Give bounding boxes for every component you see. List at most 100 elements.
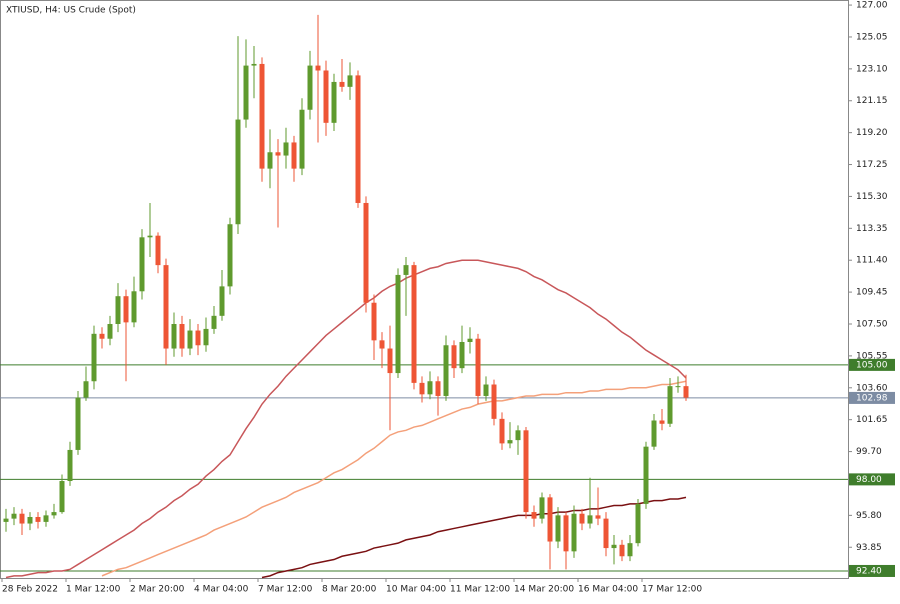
candle-body <box>443 345 449 396</box>
moving-average <box>261 496 687 579</box>
candle-body <box>683 386 689 398</box>
candle-body <box>331 81 337 123</box>
y-tick-label: 115.30 <box>856 192 888 202</box>
candle-body <box>195 330 201 346</box>
candle-body <box>323 70 329 123</box>
candle-body <box>51 512 57 516</box>
y-tick-label: 101.65 <box>856 415 888 425</box>
x-tick-label: 28 Feb 2022 <box>2 585 58 595</box>
candle-body <box>635 503 641 544</box>
candle-body <box>627 543 633 557</box>
candle-body <box>275 152 281 156</box>
candle-body <box>27 516 33 524</box>
moving-average <box>101 380 687 577</box>
candle-body <box>459 341 465 369</box>
x-tick-label: 2 Mar 20:00 <box>130 585 185 595</box>
candle-body <box>347 75 353 87</box>
plot-frame <box>0 0 849 579</box>
candle-body <box>139 237 145 292</box>
candle-body <box>371 302 377 341</box>
candle-body <box>451 345 457 369</box>
candle-body <box>291 142 297 169</box>
candle-body <box>299 109 305 169</box>
x-tick-label: 16 Mar 04:00 <box>578 585 638 595</box>
candle-body <box>163 265 169 349</box>
candle-body <box>411 265 417 383</box>
level-label: 98.00 <box>856 475 882 485</box>
level-label: 102.98 <box>856 393 888 403</box>
candle-body <box>171 324 177 349</box>
candle-body <box>219 286 225 316</box>
y-tick-label: 125.05 <box>856 32 888 42</box>
candle-body <box>211 315 217 329</box>
level-label: 105.00 <box>856 360 888 370</box>
candle-body <box>395 274 401 374</box>
candle-body <box>283 142 289 156</box>
y-tick-label: 93.85 <box>856 543 882 553</box>
y-tick-label: 123.10 <box>856 64 888 74</box>
y-tick-label: 113.35 <box>856 224 888 234</box>
candle-body <box>227 224 233 287</box>
level-tag <box>849 564 895 577</box>
y-tick-label: 117.25 <box>856 160 888 170</box>
candle-body <box>651 420 657 447</box>
candle-body <box>259 63 265 169</box>
candle-body <box>187 330 193 349</box>
candle-body <box>115 296 121 325</box>
candle-body <box>547 497 553 542</box>
candle-body <box>387 348 393 374</box>
y-tick-label: 95.80 <box>856 511 882 521</box>
y-tick-label: 111.40 <box>856 256 888 266</box>
y-tick-label: 119.20 <box>856 128 888 138</box>
candle-body <box>619 544 625 557</box>
candle-body <box>403 265 409 275</box>
candle-body <box>339 81 345 87</box>
candle-body <box>3 518 9 522</box>
candle-body <box>131 291 137 323</box>
candle-body <box>203 328 209 346</box>
candle-body <box>667 386 673 424</box>
candle-body <box>19 513 25 524</box>
x-tick-label: 7 Mar 12:00 <box>258 585 313 595</box>
x-tick-label: 1 Mar 12:00 <box>66 585 121 595</box>
candle-body <box>491 384 497 419</box>
y-tick-label: 109.45 <box>856 288 888 298</box>
candle-body <box>595 515 601 519</box>
candle-body <box>587 515 593 524</box>
candle-body <box>123 296 129 323</box>
candle-body <box>475 338 481 396</box>
candle-body <box>379 340 385 349</box>
y-tick-label: 127.00 <box>856 1 888 11</box>
candle-body <box>603 518 609 549</box>
candle-body <box>155 235 161 266</box>
level-tag <box>849 358 895 371</box>
x-tick-label: 17 Mar 12:00 <box>642 585 702 595</box>
candle-body <box>267 152 273 169</box>
candle-body <box>11 513 17 519</box>
candle-body <box>179 324 185 349</box>
moving-average <box>5 259 687 579</box>
candle-body <box>539 497 545 519</box>
candle-body <box>363 202 369 303</box>
candle-body <box>235 119 241 225</box>
level-tag <box>849 473 895 486</box>
candle-body <box>499 418 505 444</box>
candle-body <box>467 338 473 342</box>
candle-body <box>99 333 105 339</box>
candle-body <box>59 481 65 513</box>
chart-title: XTIUSD, H4: US Crude (Spot) <box>6 6 136 16</box>
candle-body <box>435 381 441 396</box>
candle-body <box>531 512 537 519</box>
candle-body <box>355 75 361 203</box>
y-tick-label: 103.60 <box>856 383 888 393</box>
candle-body <box>563 515 569 552</box>
candle-body <box>147 235 153 238</box>
candle-body <box>579 513 585 524</box>
y-tick-label: 121.15 <box>856 96 888 106</box>
candle-body <box>571 513 577 552</box>
candle-body <box>427 381 433 395</box>
x-tick-label: 4 Mar 04:00 <box>194 585 249 595</box>
candle-body <box>243 65 249 120</box>
x-tick-label: 11 Mar 12:00 <box>450 585 510 595</box>
